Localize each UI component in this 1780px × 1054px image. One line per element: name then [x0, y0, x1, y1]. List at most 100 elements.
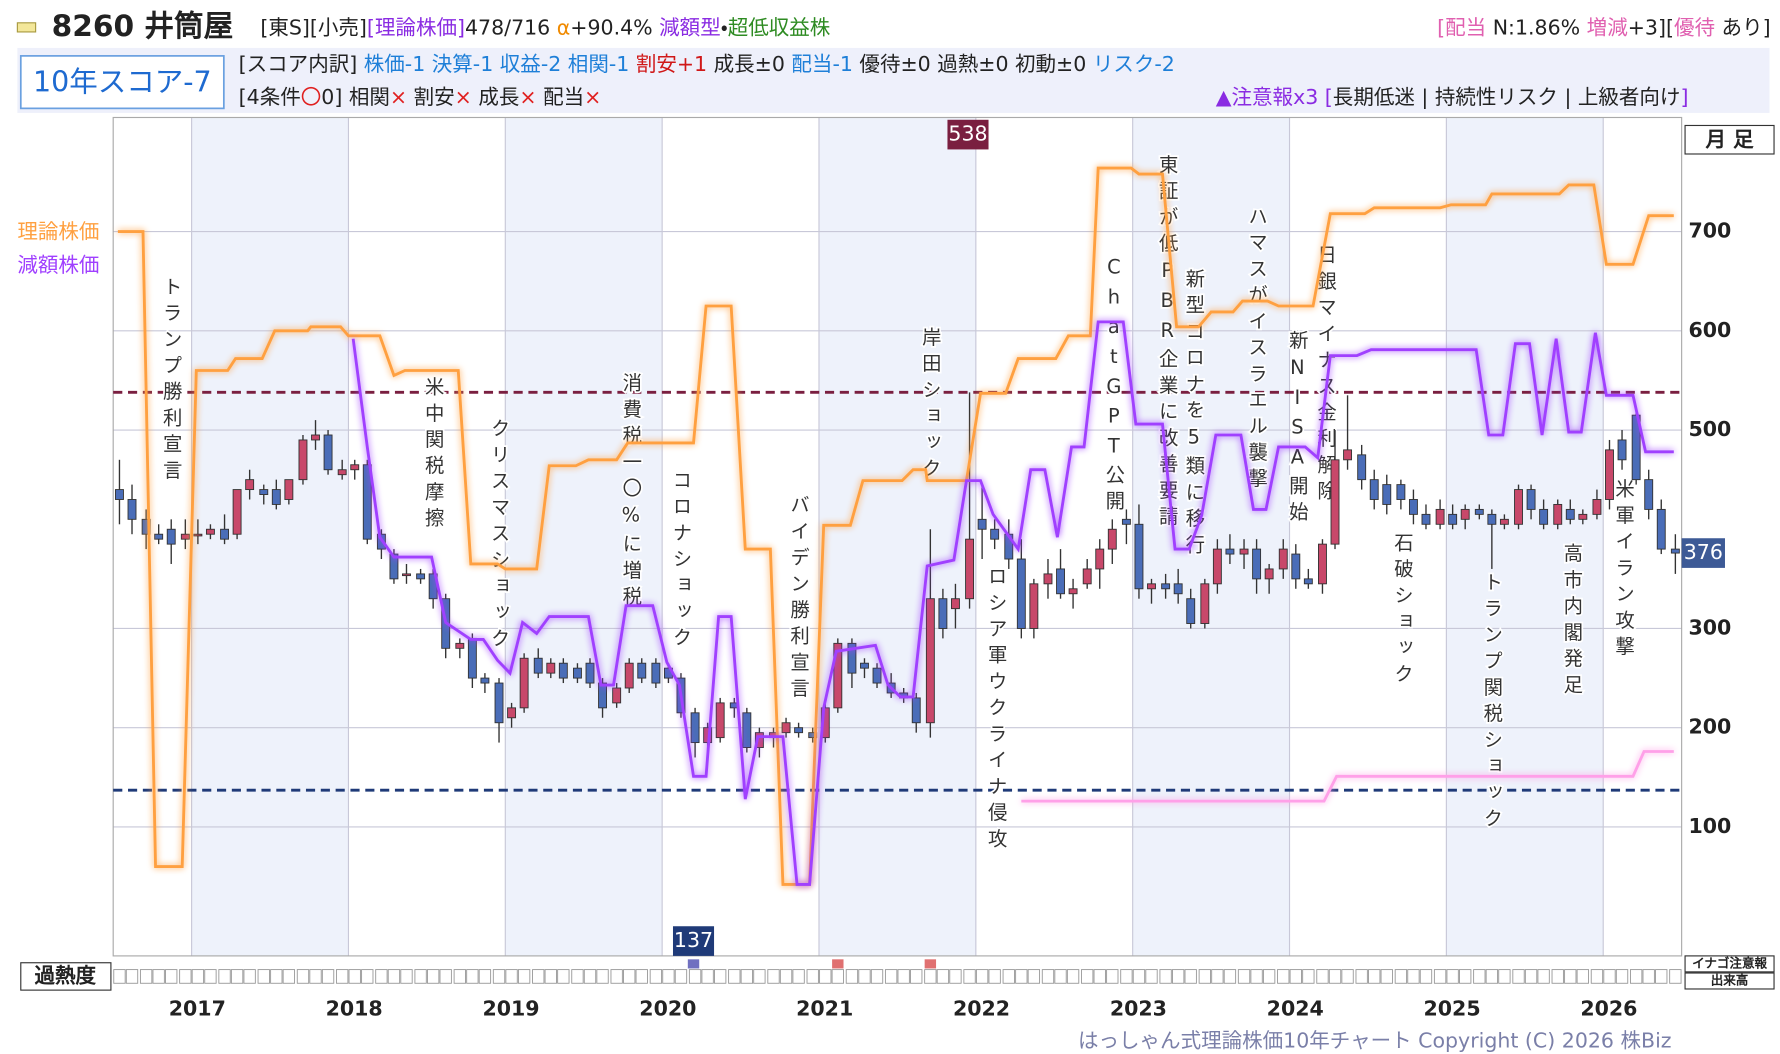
overheat-cell [165, 969, 178, 984]
score-band [17, 47, 1770, 113]
overheat-cell [1211, 969, 1224, 984]
candle-body [1029, 583, 1039, 629]
candle-body [519, 657, 529, 709]
candle-body [416, 573, 426, 580]
candle-body [1644, 479, 1654, 510]
overheat-cell [1081, 969, 1094, 984]
candle-body [362, 464, 372, 540]
overheat-cell [1341, 969, 1354, 984]
overheat-cell [1629, 969, 1643, 984]
price-line [1021, 750, 1674, 803]
text-segment: [ [1325, 85, 1333, 109]
overheat-cell [1054, 969, 1067, 984]
candle-body [1539, 508, 1549, 525]
event-annotation: バイデン勝利宣言 [787, 495, 810, 705]
candle-body [1514, 489, 1523, 525]
overheat-cell [1615, 969, 1629, 984]
overheat-cell [897, 969, 910, 984]
text-segment: ・ [721, 16, 728, 40]
overheat-cell [400, 969, 413, 984]
y-tick-label: 200 [1688, 715, 1731, 739]
candle-body [271, 489, 281, 505]
overheat-cell [191, 969, 205, 984]
overheat-cell [753, 969, 766, 984]
candle-body [925, 598, 935, 724]
reference-label: 538 [948, 122, 987, 146]
plot-border [112, 116, 1683, 957]
plot: 2017 2018 2019 2020 2021 2022 2023 2024 2025 2026… [17, 116, 1731, 1021]
candle-body [1460, 508, 1470, 520]
overheat-mark [832, 959, 844, 969]
candle-body [1499, 518, 1509, 525]
year-band [505, 117, 663, 956]
overheat-cell [1237, 969, 1251, 984]
overheat-mark [924, 959, 937, 969]
overheat-cell [257, 969, 270, 984]
candle-body [1592, 499, 1602, 515]
overheat-cell [517, 969, 531, 984]
legend-label: 理論株価 [17, 220, 99, 244]
candle-body [1318, 543, 1327, 585]
event-annotation: トランプ勝利宣言 [160, 276, 183, 486]
candle-body [1147, 583, 1156, 590]
overheat-cell [1419, 969, 1433, 984]
footer: はっしゃん式理論株価10年チャート Copyright (C) 2026 株Bi… [1078, 1028, 1672, 1052]
x-tick-label: 2023 [1110, 997, 1167, 1021]
text-segment: +90.4% [570, 16, 659, 40]
x-tick-label: 2022 [953, 997, 1010, 1021]
overheat-cell [740, 969, 754, 984]
candle-body [1200, 583, 1210, 624]
candle-body [754, 732, 764, 748]
y-tick-label: 100 [1688, 814, 1731, 838]
overheat-cell [701, 969, 714, 984]
x-tick-label: 2024 [1267, 997, 1324, 1021]
overheat-cell [1328, 969, 1342, 984]
candle-body [115, 489, 124, 500]
event-annotation: 米軍イラン攻撃 [1612, 479, 1635, 663]
overheat-cell [596, 969, 609, 984]
overheat-cell [1564, 969, 1577, 984]
overheat-cell [1590, 969, 1604, 984]
volume-label: 出来高 [1711, 972, 1749, 987]
y-tick-label: 500 [1688, 417, 1731, 441]
text-segment: × [390, 85, 414, 109]
overheat-cell [635, 969, 648, 984]
text-segment: 相関-1 [568, 52, 636, 76]
candle-body [546, 662, 556, 674]
candle-body [245, 479, 255, 491]
period-label: 月 足 [1704, 127, 1754, 151]
overheat-cell [1159, 969, 1172, 984]
candle-body [715, 702, 725, 739]
candle-body [1056, 568, 1065, 595]
overheat-cell [113, 969, 126, 984]
overheat-cell [1172, 969, 1185, 984]
overheat-cell [806, 969, 819, 984]
candle-body [1448, 513, 1458, 525]
x-tick-label: 2020 [639, 997, 696, 1021]
overheat-cell [282, 969, 296, 984]
candle-body [323, 434, 333, 471]
overheat-cell [1459, 969, 1472, 984]
inago-box [1684, 955, 1775, 973]
overheat-cell [1446, 969, 1459, 984]
overheat-cell [453, 969, 466, 984]
event-annotation: 新NISA開始 [1286, 330, 1309, 528]
y-tick-label: 700 [1688, 219, 1731, 243]
event-annotation: ChatGPT公開 [1102, 255, 1125, 516]
text-segment: 成長 [478, 85, 519, 109]
overheat-cell [1093, 969, 1106, 984]
text-segment: 超低収益株 [728, 16, 831, 40]
text-segment: ] [1680, 85, 1688, 109]
candle-body [1565, 508, 1575, 520]
overheat-cell [1198, 969, 1211, 984]
text-segment: × [455, 85, 479, 109]
overheat-cell [179, 969, 192, 984]
y-tick-label: 600 [1688, 318, 1731, 342]
text-segment: 初動±0 [1015, 52, 1093, 76]
overheat-cell [1394, 969, 1408, 984]
overheat-cell [426, 969, 440, 984]
candle-body [1134, 523, 1144, 590]
overheat-cell [792, 969, 805, 984]
x-tick-label: 2021 [796, 997, 853, 1021]
candle-body [455, 642, 465, 649]
